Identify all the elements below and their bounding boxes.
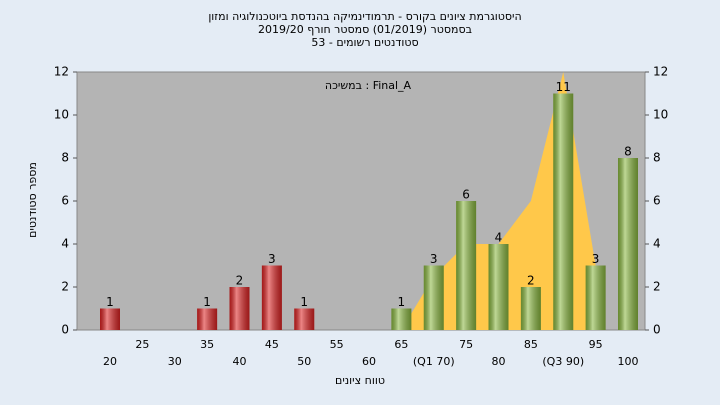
title-line: סטודנטים רשומים - 53	[311, 36, 418, 49]
data-label: 2	[527, 274, 535, 288]
x-tick-label: 100	[618, 355, 639, 368]
bar	[488, 244, 509, 330]
y-tick-label: 4	[61, 237, 69, 251]
x-tick-label: 30	[168, 355, 182, 368]
bar	[100, 308, 120, 330]
y2-tick-label: 12	[653, 65, 668, 79]
bar	[520, 287, 541, 330]
y-tick-label: 12	[54, 65, 69, 79]
data-label: 1	[300, 295, 308, 309]
bar	[197, 308, 218, 330]
x-tick-label: 75	[459, 338, 473, 351]
y-tick-label: 6	[61, 194, 69, 208]
y-tick-label: 10	[54, 108, 69, 122]
data-label: 1	[106, 295, 114, 309]
x-tick-label: 80	[492, 355, 506, 368]
x-tick-label: 45	[265, 338, 279, 351]
x-tick-label: 40	[233, 355, 247, 368]
data-label: 6	[462, 188, 470, 202]
x-tick-label: 50	[297, 355, 311, 368]
data-label: 8	[624, 145, 632, 159]
bar	[618, 158, 638, 330]
data-label: 2	[236, 274, 244, 288]
x-tick-label: (Q3 90)	[542, 355, 584, 368]
y-tick-label: 2	[61, 280, 69, 294]
data-label: 11	[556, 80, 571, 94]
y2-tick-label: 0	[653, 323, 661, 337]
bar	[456, 201, 477, 330]
x-tick-label: 65	[394, 338, 408, 351]
y2-tick-label: 10	[653, 108, 668, 122]
bar	[391, 308, 412, 330]
title-line: בסמסטר (01/2019) סמסטר חורף 2019/20	[258, 23, 472, 36]
bar	[423, 265, 444, 330]
bar	[229, 287, 250, 330]
data-label: 3	[268, 252, 276, 266]
y2-tick-label: 2	[653, 280, 661, 294]
x-tick-label: 25	[135, 338, 149, 351]
x-tick-label: 85	[524, 338, 538, 351]
y2-tick-label: 6	[653, 194, 661, 208]
x-tick-label: 60	[362, 355, 376, 368]
y2-tick-label: 4	[653, 237, 661, 251]
y2-tick-label: 8	[653, 151, 661, 165]
data-label: 3	[592, 252, 600, 266]
x-tick-label: (Q1 70)	[413, 355, 455, 368]
x-tick-label: 35	[200, 338, 214, 351]
data-label: 3	[430, 252, 438, 266]
bar	[294, 308, 315, 330]
data-label: 1	[398, 295, 406, 309]
y-axis-label: מספר סטודנטים	[26, 162, 39, 238]
y-tick-label: 8	[61, 151, 69, 165]
area	[401, 72, 596, 330]
bar	[585, 265, 606, 330]
bar	[261, 265, 282, 330]
data-label: 1	[203, 295, 211, 309]
annotation: במשיכה : Final_A	[325, 79, 412, 92]
data-label: 4	[495, 231, 503, 245]
x-tick-label: 95	[589, 338, 603, 351]
y-tick-label: 0	[61, 323, 69, 337]
title-line: היסטוגרמת ציונים בקורס - תרמודינמיקה בהנ…	[208, 10, 521, 23]
x-tick-label: 55	[330, 338, 344, 351]
x-tick-label: 20	[103, 355, 117, 368]
x-axis-label: טווח ציונים	[335, 374, 385, 387]
bar	[553, 93, 574, 330]
